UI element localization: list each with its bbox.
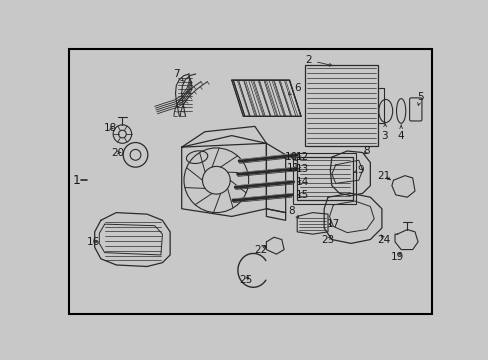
Text: 11: 11	[286, 163, 299, 173]
Text: 13: 13	[295, 164, 308, 174]
Text: 8: 8	[363, 146, 369, 156]
Text: 17: 17	[326, 219, 339, 229]
Bar	[305, 65, 377, 145]
Text: 23: 23	[321, 235, 334, 244]
Text: 4: 4	[397, 125, 404, 141]
Text: 16: 16	[86, 237, 100, 247]
Text: 14: 14	[295, 177, 308, 187]
Text: 25: 25	[239, 275, 252, 285]
Text: 21: 21	[377, 171, 390, 181]
Text: 9: 9	[354, 165, 364, 175]
Text: 2: 2	[305, 55, 331, 66]
Text: 15: 15	[295, 190, 308, 200]
Text: 1: 1	[72, 174, 80, 187]
Text: 22: 22	[254, 244, 267, 255]
Text: 19: 19	[390, 252, 403, 262]
Text: 3: 3	[380, 124, 386, 141]
Text: 18: 18	[103, 123, 117, 133]
Text: 8: 8	[288, 206, 298, 218]
Text: 10: 10	[285, 152, 298, 162]
Bar	[297, 157, 352, 199]
Text: 24: 24	[377, 235, 390, 244]
Text: 20: 20	[111, 148, 124, 158]
Bar	[293, 153, 356, 204]
Text: 12: 12	[295, 152, 308, 162]
Text: 6: 6	[288, 83, 300, 95]
Text: 7: 7	[173, 69, 183, 81]
Text: 5: 5	[416, 92, 423, 105]
